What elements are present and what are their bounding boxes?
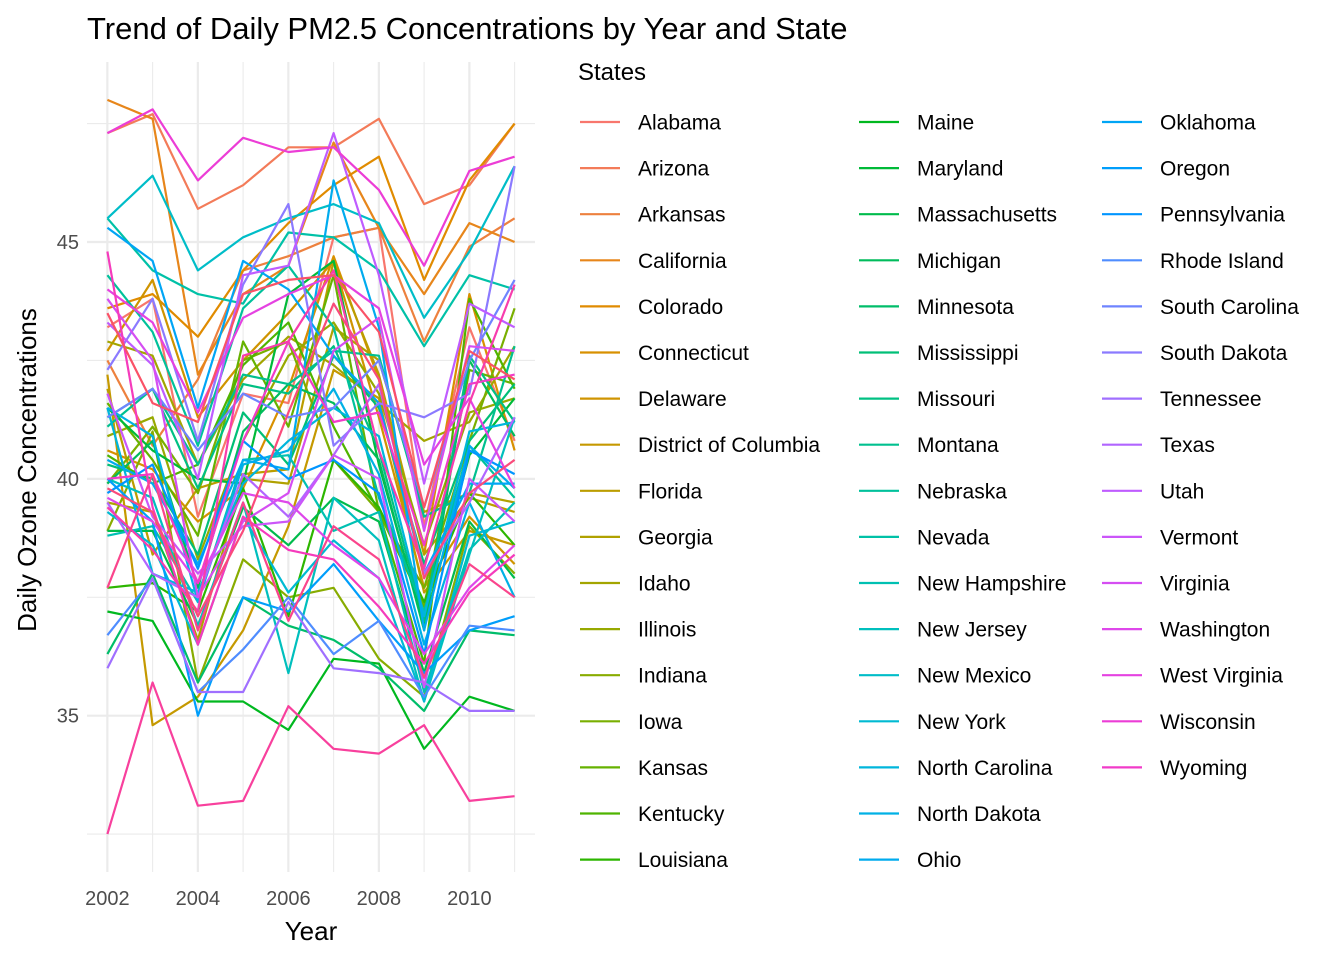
legend-label: Missouri [917,388,995,411]
series-line [106,478,515,717]
legend-label: Florida [638,480,703,503]
series-line [107,340,515,585]
series-line [106,251,516,665]
series-line [106,274,516,509]
series-line [106,681,515,835]
legend-label: South Carolina [1160,296,1299,319]
legend-label: West Virginia [1160,665,1283,688]
legend-label: Iowa [638,711,683,734]
series-line [106,307,516,589]
y-axis-ticks: 35 40 45 [57,232,79,728]
legend-label: New Mexico [917,665,1031,688]
series-line [107,610,515,750]
x-tick-label: 2008 [357,888,402,910]
legend-label: Colorado [638,296,723,319]
series-line [106,577,515,713]
series-line [106,439,516,656]
legend-label: Pennsylvania [1160,204,1285,227]
series-line [106,108,515,267]
legend-label: Oregon [1160,158,1230,181]
legend-label: Washington [1160,619,1270,642]
chart-title: Trend of Daily PM2.5 Concentrations by Y… [87,11,848,46]
series-line [106,430,516,698]
legend-label: New Jersey [917,619,1027,642]
x-tick-label: 2004 [176,888,221,910]
legend-label: New York [917,711,1006,734]
legend-label: Georgia [638,526,713,549]
legend-label: South Dakota [1160,342,1288,365]
legend-label: Massachusetts [917,204,1057,227]
legend-label: Delaware [638,388,727,411]
legend-label: Wyoming [1160,757,1247,780]
legend-label: California [638,250,727,273]
legend-label: Texas [1160,434,1215,457]
series-line [106,393,516,689]
legend-title: States [578,59,646,86]
legend-label: Arizona [638,158,710,181]
x-tick-label: 2006 [266,888,311,910]
legend-label: North Carolina [917,757,1053,780]
legend-label: Maryland [917,158,1003,181]
x-axis-ticks: 2002 2004 2006 2008 2010 [85,888,492,910]
legend-label: Maine [917,112,974,135]
series-line [106,572,515,713]
legend-label: Oklahoma [1160,112,1256,135]
legend-label: Minnesota [917,296,1014,319]
legend-label: District of Columbia [638,434,820,457]
y-tick-label: 40 [57,469,79,491]
legend-label: Nebraska [917,480,1007,503]
legend-label: Connecticut [638,342,749,365]
legend-label: Virginia [1160,573,1230,596]
legend-label: Illinois [638,619,696,642]
legend-label: Utah [1160,480,1204,503]
legend-label: North Dakota [917,803,1041,826]
series-line [106,298,515,599]
series-line [106,165,516,319]
legend-label: Rhode Island [1160,250,1284,273]
series-line [106,345,516,518]
x-axis-label: Year [285,916,338,946]
legend-label: Nevada [917,526,990,549]
legend-label: Louisiana [638,849,728,872]
series-line [106,302,516,618]
legend-label: Michigan [917,250,1001,273]
x-tick-label: 2002 [85,888,130,910]
legend-label: Wisconsin [1160,711,1256,734]
legend: States Alabama Arizona Arkansas California C… [578,59,1299,872]
legend-label: Montana [917,434,999,457]
series-line [106,217,515,348]
series-line [106,132,516,485]
series-line [107,122,516,338]
series-line [106,383,516,599]
y-axis-label: Daily Ozone Concentrations [12,308,42,632]
legend-label: Tennessee [1160,388,1262,411]
legend-label: Arkansas [638,204,726,227]
x-tick-label: 2010 [447,888,492,910]
series-line [106,368,515,727]
legend-label: Vermont [1160,526,1238,549]
series-line [106,269,516,613]
series-line [106,473,516,679]
legend-label: Kentucky [638,803,725,826]
series-line [106,112,516,210]
legend-label: Idaho [638,573,691,596]
legend-label: Ohio [917,849,961,872]
y-tick-label: 35 [57,706,79,728]
legend-label: Alabama [638,112,721,135]
legend-label: New Hampshire [917,573,1066,596]
series-lines [106,98,516,835]
y-tick-label: 45 [57,232,79,254]
legend-label: Mississippi [917,342,1019,365]
series-line [106,98,516,376]
legend-label: Indiana [638,665,707,688]
legend-label: Kansas [638,757,708,780]
